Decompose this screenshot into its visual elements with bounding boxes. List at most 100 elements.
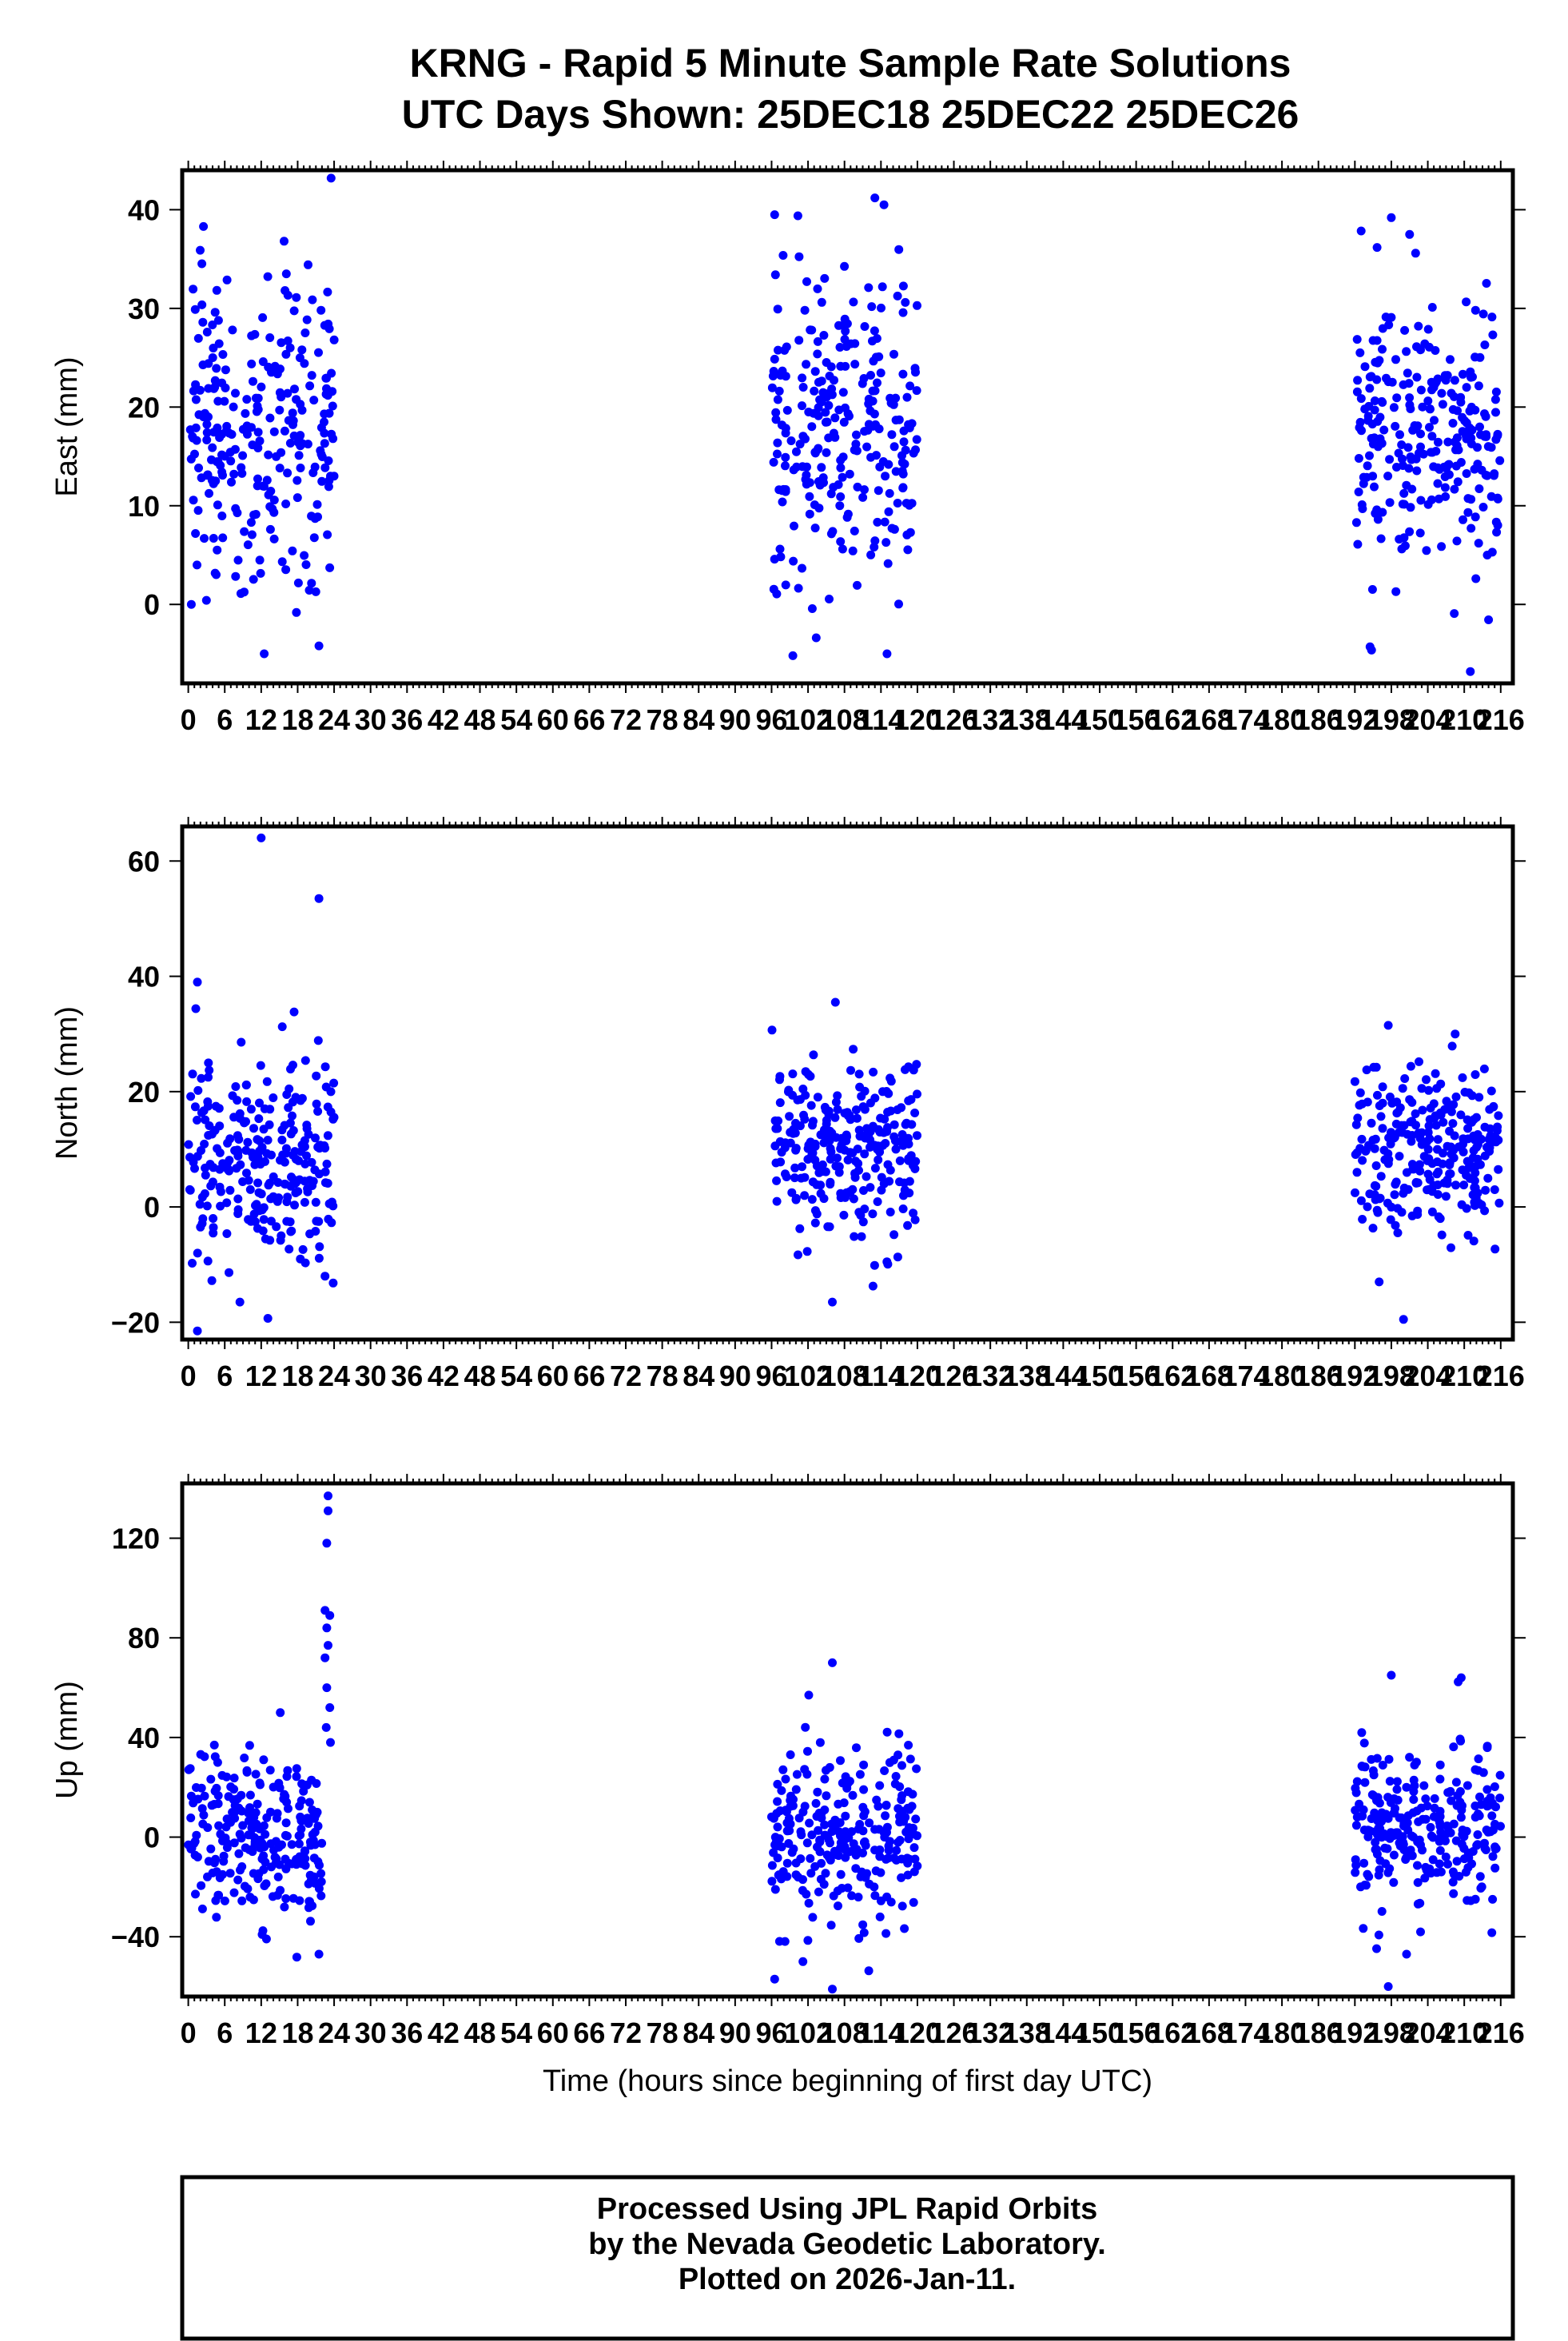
data-point — [212, 1783, 221, 1793]
x-tick-label: 210 — [1440, 1360, 1488, 1392]
data-point — [281, 1864, 291, 1873]
data-point — [822, 392, 831, 402]
data-point — [1494, 1165, 1503, 1174]
data-point — [269, 427, 279, 436]
data-point — [1462, 469, 1471, 478]
data-point — [263, 1136, 273, 1145]
data-point — [874, 1825, 884, 1834]
x-tick-label: 48 — [464, 2017, 496, 2049]
data-point — [281, 565, 291, 575]
data-point — [1456, 1813, 1466, 1822]
data-point — [223, 1839, 233, 1849]
data-point — [269, 534, 279, 543]
data-point — [1454, 445, 1463, 455]
data-point — [1426, 1103, 1435, 1113]
data-point — [209, 1228, 218, 1238]
data-point — [852, 1845, 862, 1854]
data-point — [1416, 1927, 1425, 1937]
data-point — [1450, 484, 1459, 494]
data-point — [884, 1845, 893, 1855]
data-point — [1389, 1133, 1399, 1143]
data-point — [898, 1204, 908, 1213]
data-point — [866, 1183, 875, 1192]
data-point — [218, 350, 228, 359]
data-point — [298, 439, 308, 448]
data-point — [794, 583, 803, 593]
data-point — [215, 1121, 225, 1131]
x-tick-label: 12 — [245, 2017, 277, 2049]
data-point — [1389, 1877, 1399, 1887]
data-point — [897, 451, 906, 460]
x-tick-label: 204 — [1404, 2017, 1452, 2049]
data-point — [1448, 1877, 1458, 1887]
data-point — [298, 1244, 308, 1254]
data-point — [186, 1092, 196, 1101]
data-point — [1433, 479, 1443, 488]
data-point — [1378, 398, 1387, 407]
data-point — [1351, 1783, 1360, 1793]
data-point — [238, 451, 248, 460]
data-point — [882, 1801, 891, 1810]
data-point — [1403, 1811, 1413, 1821]
data-point — [836, 492, 846, 501]
data-point — [277, 1840, 286, 1849]
data-point — [850, 445, 859, 455]
data-point — [1493, 493, 1502, 503]
x-tick-label: 132 — [966, 2017, 1014, 2049]
data-point — [909, 1843, 919, 1853]
data-point — [777, 1842, 786, 1852]
data-point — [242, 1169, 251, 1178]
data-point — [184, 1140, 193, 1149]
x-tick-label: 210 — [1440, 2017, 1488, 2049]
data-point — [193, 1116, 201, 1125]
data-point — [1384, 320, 1394, 329]
data-point — [841, 326, 850, 336]
data-point — [191, 395, 201, 404]
data-point — [1398, 1128, 1407, 1137]
data-point — [1443, 437, 1453, 447]
x-tick-label: 18 — [281, 2017, 313, 2049]
data-point — [815, 1835, 825, 1845]
data-point — [1378, 1124, 1387, 1133]
data-point — [1434, 437, 1443, 447]
data-point — [825, 1222, 834, 1232]
x-tick-label: 96 — [755, 703, 787, 736]
data-point — [1428, 1833, 1438, 1842]
data-point — [1377, 1833, 1387, 1842]
data-point — [841, 1811, 850, 1821]
data-point — [193, 560, 201, 570]
x-tick-label: 180 — [1258, 703, 1306, 736]
data-point — [1411, 1758, 1421, 1767]
data-point — [799, 1110, 808, 1120]
data-point — [876, 1896, 885, 1905]
data-point — [904, 1062, 913, 1072]
data-point — [297, 1093, 307, 1103]
data-point — [1450, 376, 1459, 385]
data-point-outlier — [828, 1985, 837, 1994]
data-point — [802, 1838, 812, 1848]
data-point — [859, 1928, 869, 1937]
data-point — [776, 1157, 786, 1167]
data-point — [1482, 1785, 1492, 1794]
data-point — [907, 1802, 917, 1811]
data-point — [1424, 342, 1434, 352]
data-point — [276, 1708, 285, 1718]
data-point — [1470, 1169, 1480, 1177]
x-tick-label: 192 — [1331, 1360, 1379, 1392]
data-point — [1459, 1147, 1468, 1157]
data-point — [256, 568, 265, 578]
data-point — [203, 1872, 212, 1881]
data-point — [1371, 1062, 1381, 1072]
data-point — [264, 450, 273, 460]
data-point — [1490, 1845, 1500, 1853]
x-tick-label: 54 — [500, 1360, 532, 1392]
data-point — [1392, 393, 1402, 403]
data-point — [1391, 587, 1401, 596]
data-point — [209, 534, 218, 543]
data-point — [231, 1082, 241, 1091]
data-point — [913, 1089, 921, 1099]
data-point — [1406, 1061, 1415, 1071]
data-point — [1490, 1185, 1499, 1194]
x-tick-label: 198 — [1367, 2017, 1415, 2049]
data-point — [1488, 330, 1498, 340]
